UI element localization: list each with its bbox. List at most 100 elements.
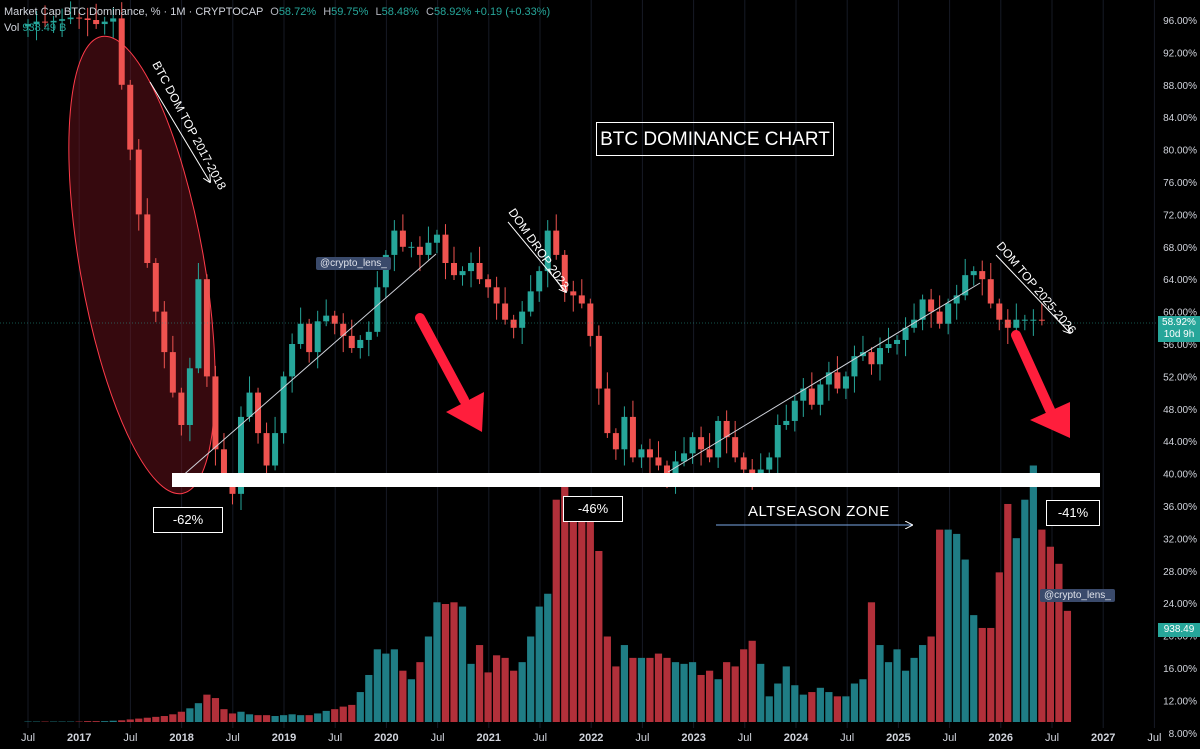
candle-body [706, 449, 713, 458]
candle-body [740, 457, 747, 470]
volume-bar [297, 715, 305, 722]
x-tick-label: Jul [123, 732, 137, 744]
y-tick-label: 32.00% [1163, 534, 1197, 545]
candle-body [161, 311, 168, 353]
y-tick-label: 48.00% [1163, 405, 1197, 416]
volume-bar [961, 559, 969, 722]
candle-body [42, 21, 49, 23]
volume-bar [373, 649, 381, 722]
x-tick-label: Jul [635, 732, 649, 744]
volume-bar [458, 606, 467, 722]
candle-body [689, 437, 696, 454]
candle-body [732, 437, 739, 458]
volume-bar [169, 714, 177, 722]
candle-body [570, 291, 577, 296]
candle-body [255, 392, 262, 434]
candle-body [979, 271, 986, 280]
red-down-arrow-2 [1011, 330, 1070, 438]
volume-bar [152, 716, 160, 722]
x-tick-label: Jul [1147, 732, 1161, 744]
candle-body [629, 416, 636, 458]
candle-body [246, 392, 253, 417]
volume-bar [799, 694, 807, 722]
candle-body [127, 84, 134, 150]
pct-box-41: -41% [1046, 500, 1100, 526]
candle-body [459, 271, 466, 276]
x-tick-label: 2020 [374, 732, 398, 744]
x-tick-label: 2018 [169, 732, 193, 744]
candle-body [519, 311, 526, 328]
y-tick-label: 44.00% [1163, 437, 1197, 448]
volume-bar [859, 679, 867, 722]
candle-body [851, 356, 858, 377]
volume-bar [535, 606, 543, 722]
dom-top-2017-arrow [149, 81, 210, 182]
candle-body [59, 19, 66, 21]
candle-body [877, 348, 883, 365]
volume-bar [723, 662, 731, 722]
volume-bar [612, 666, 620, 722]
candle-body [536, 271, 543, 292]
volume-bar [953, 533, 961, 722]
volume-bar [910, 657, 918, 722]
candle-body [297, 323, 304, 344]
volume-bar [475, 645, 484, 722]
x-tick-label: Jul [21, 732, 35, 744]
volume-bar [893, 649, 901, 722]
volume-bar [825, 692, 833, 722]
volume-bar [271, 716, 279, 722]
candle-body [33, 21, 40, 25]
volume-bar [620, 645, 628, 722]
candle-body [1021, 319, 1028, 321]
y-tick-label: 16.00% [1163, 664, 1197, 675]
volume-bar [245, 714, 254, 722]
volume-bar [757, 663, 765, 722]
y-tick-label: 20.00% [1163, 632, 1197, 643]
candle-body [399, 230, 406, 247]
candle-body [220, 449, 227, 482]
candle-body [280, 376, 287, 434]
candle-body [783, 420, 790, 425]
volume-bar [637, 657, 646, 722]
close-value: 58.92% [433, 6, 472, 18]
volume-bar [808, 692, 816, 722]
dom-drop-2022-arrow [507, 221, 566, 292]
volume-bar [884, 662, 893, 722]
volume-bar [654, 653, 663, 722]
y-tick-label: 84.00% [1163, 113, 1197, 124]
high-value: 59.75% [331, 6, 369, 18]
volume-bar [211, 698, 220, 722]
altseason-label: ALTSEASON ZONE [748, 503, 890, 520]
candle-body [25, 24, 31, 27]
volume-bar [978, 627, 986, 722]
y-tick-label: 60.00% [1163, 308, 1197, 319]
candle-body [50, 20, 57, 23]
candle-body [382, 254, 389, 288]
candle-body [101, 21, 108, 25]
change-value: +0.19 (+0.33%) [474, 6, 551, 18]
red-down-arrow-1 [415, 313, 484, 432]
x-tick-label: 2019 [272, 732, 296, 744]
candle-body [365, 331, 372, 340]
y-tick-label: 12.00% [1163, 696, 1197, 707]
volume-bar [101, 721, 109, 722]
volume-bar [135, 718, 143, 722]
volume-bar [348, 704, 356, 722]
candle-body [84, 18, 91, 20]
y-tick-label: 40.00% [1163, 470, 1197, 481]
volume-bar [424, 636, 433, 722]
candle-body [178, 392, 185, 425]
symbol-title[interactable]: Market Cap BTC Dominance, % · 1M · CRYPT… [4, 6, 264, 18]
candle-body [229, 481, 236, 494]
volume-bar [356, 692, 364, 722]
volume-bar [1055, 563, 1063, 722]
volume-bar [288, 714, 296, 722]
volume-bar [876, 645, 884, 722]
volume-bar [995, 572, 1003, 722]
volume-bar [339, 706, 347, 722]
volume-bar [842, 696, 850, 722]
y-tick-label: 56.00% [1163, 340, 1197, 351]
volume-bar [160, 716, 168, 722]
x-tick-label: 2026 [989, 732, 1013, 744]
